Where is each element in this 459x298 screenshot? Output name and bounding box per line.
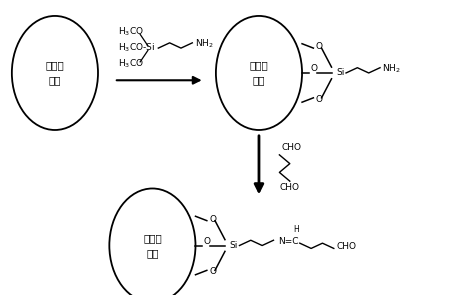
Text: 粒子: 粒子 <box>146 248 159 258</box>
Text: 粒子: 粒子 <box>49 75 61 85</box>
Text: 粒子: 粒子 <box>253 75 265 85</box>
Text: Si: Si <box>230 241 238 250</box>
Text: H$_3$CO-Si: H$_3$CO-Si <box>118 42 156 54</box>
Text: NH$_2$: NH$_2$ <box>382 62 401 74</box>
Text: O: O <box>316 95 323 104</box>
Text: Si: Si <box>336 69 344 77</box>
Text: NH$_2$: NH$_2$ <box>195 37 213 50</box>
Text: 氧化物: 氧化物 <box>143 233 162 243</box>
Text: 氧化物: 氧化物 <box>250 61 269 71</box>
Text: CHO: CHO <box>280 182 299 192</box>
Text: N=C: N=C <box>278 238 298 246</box>
Text: H$_3$CO: H$_3$CO <box>118 58 144 70</box>
Text: O: O <box>316 42 323 51</box>
Text: O: O <box>209 267 216 276</box>
Text: 氧化物: 氧化物 <box>45 61 64 71</box>
Text: H: H <box>293 225 299 234</box>
Text: O: O <box>310 64 317 73</box>
Text: O: O <box>204 237 211 246</box>
Text: CHO: CHO <box>282 143 302 152</box>
Text: CHO: CHO <box>336 243 356 252</box>
Text: O: O <box>209 215 216 224</box>
Text: H$_3$CO: H$_3$CO <box>118 26 144 38</box>
